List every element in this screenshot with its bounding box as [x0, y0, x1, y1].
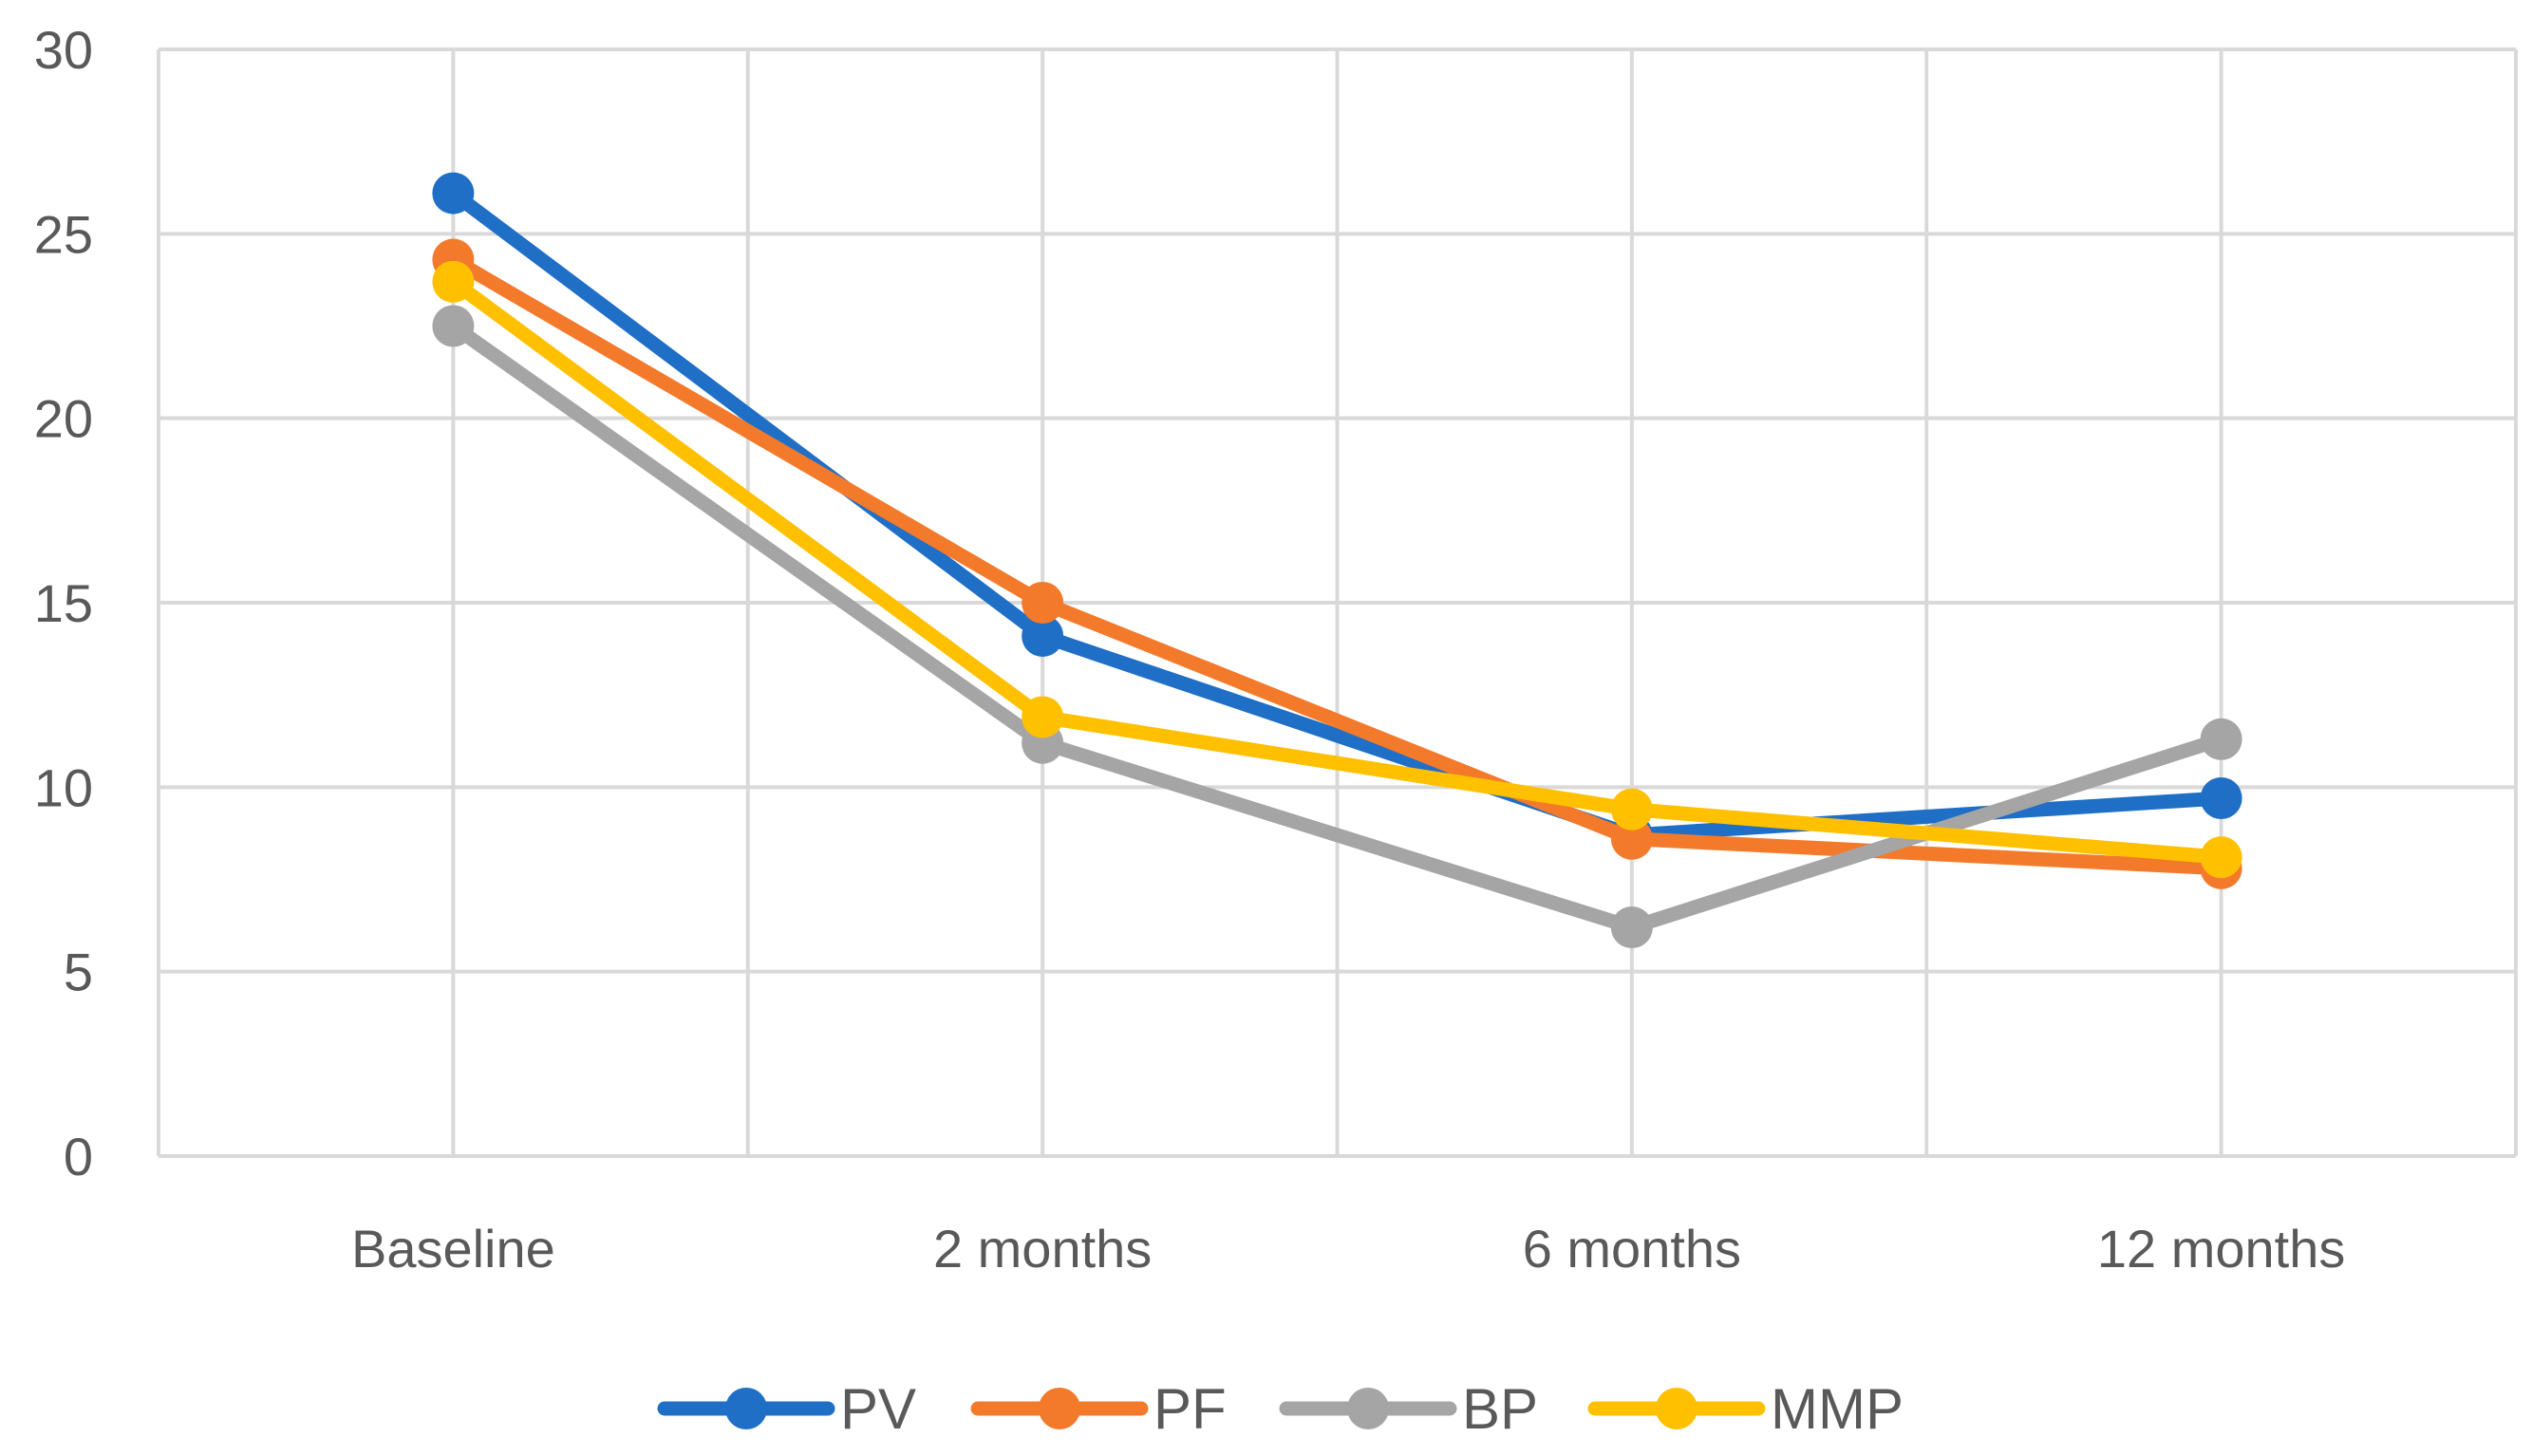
series-line	[445, 252, 2229, 876]
legend-item-bp: BP	[1279, 1377, 1538, 1441]
series-line	[445, 186, 2229, 843]
series-mmp	[432, 260, 2242, 879]
data-point	[1610, 906, 1653, 949]
y-tick-label: 0	[64, 1127, 93, 1186]
legend-label: MMP	[1771, 1377, 1904, 1441]
y-tick-label: 10	[34, 757, 93, 817]
series-line	[445, 274, 2229, 865]
data-point	[432, 260, 475, 303]
data-point	[1610, 817, 1653, 860]
y-tick-label: 25	[34, 204, 93, 264]
legend-label: BP	[1462, 1377, 1538, 1441]
legend-marker-swatch	[1656, 1388, 1697, 1429]
y-tick-label: 5	[64, 943, 93, 1002]
data-point	[1022, 614, 1064, 657]
data-point	[2200, 718, 2242, 760]
legend-item-pv: PV	[657, 1377, 916, 1441]
data-point	[2200, 836, 2242, 879]
x-tick-label: 6 months	[1523, 1219, 1741, 1279]
legend-marker-swatch	[725, 1388, 767, 1429]
x-tick-label: 2 months	[933, 1219, 1152, 1279]
data-point	[2200, 776, 2242, 819]
data-point	[1610, 788, 1653, 831]
data-point	[432, 172, 475, 215]
legend-marker-swatch	[1347, 1388, 1389, 1429]
axes: 0 5 10 15 20 25 30 Baseline 2 months 6 months 12 m…	[34, 20, 2346, 1279]
legend-item-pf: PF	[970, 1377, 1227, 1441]
series-lines	[432, 172, 2242, 949]
x-tick-label: 12 months	[2097, 1219, 2346, 1279]
legend-label: PV	[840, 1377, 916, 1441]
data-point	[1022, 582, 1064, 624]
y-tick-label: 15	[34, 573, 93, 633]
y-tick-label: 20	[34, 389, 93, 449]
legend-item-mmp: MMP	[1587, 1377, 1904, 1441]
data-point	[432, 305, 475, 347]
legend-label: PF	[1153, 1377, 1227, 1441]
data-point	[1022, 696, 1064, 738]
gridlines	[157, 47, 2518, 1158]
legend-marker-swatch	[1039, 1388, 1080, 1429]
legend: PV PF BP MMP	[657, 1377, 1904, 1441]
x-tick-label: Baseline	[351, 1219, 555, 1279]
y-tick-label: 30	[34, 20, 93, 80]
